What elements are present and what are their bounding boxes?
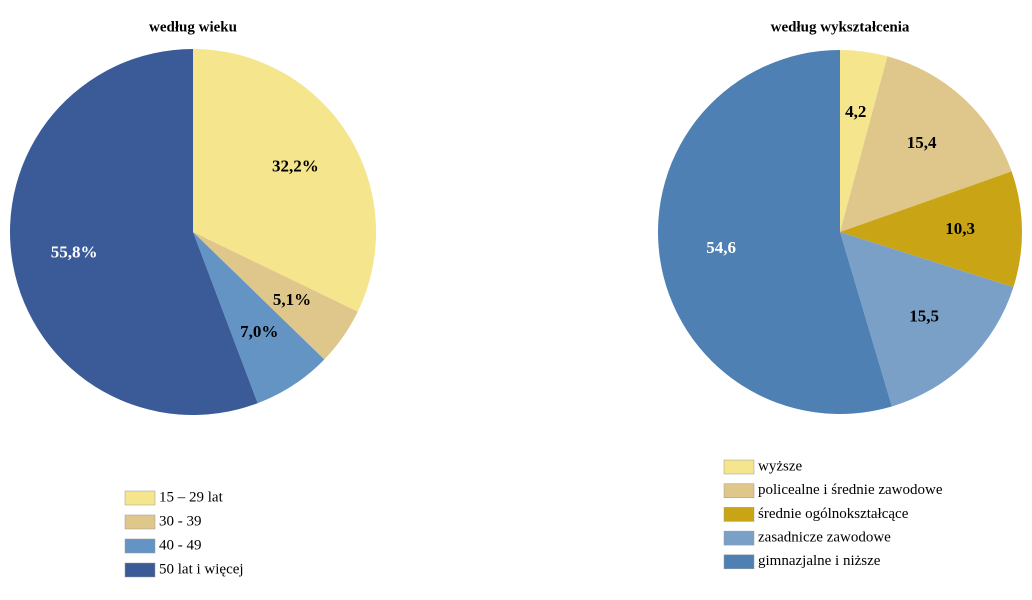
legend-label: 40 - 49 <box>159 537 202 553</box>
legend-swatch <box>723 554 755 570</box>
pie-slice <box>193 49 376 312</box>
pie-slice <box>658 50 892 414</box>
pie-slice <box>193 232 358 360</box>
chart-title: według wieku <box>149 19 237 35</box>
legend-label: 50 lat i więcej <box>159 561 244 577</box>
pie-slice <box>840 50 888 232</box>
data-label: 5,1% <box>273 290 311 309</box>
legend-swatch <box>723 530 755 546</box>
legend-label: 15 – 29 lat <box>159 489 224 505</box>
legend-label: średnie ogólnokształcące <box>758 506 909 522</box>
legend-swatch <box>124 538 156 554</box>
data-label: 7,0% <box>240 322 278 341</box>
legend-swatch <box>124 562 156 578</box>
pie-slice <box>9 49 258 416</box>
data-label: 15,4 <box>907 133 937 152</box>
pie-slice <box>193 232 325 404</box>
legend-label: 30 - 39 <box>159 513 202 529</box>
pie-slice <box>840 56 1012 233</box>
data-label: 4,2 <box>845 102 866 121</box>
legend-label: wyższe <box>758 458 802 474</box>
legend-swatch <box>723 507 755 522</box>
legend-label: policealne i średnie zawodowe <box>758 482 943 498</box>
data-label: 54,6 <box>706 238 736 257</box>
legend-label: gimnazjalne i niższe <box>758 553 881 569</box>
chart-title: według wykształcenia <box>771 19 910 35</box>
legend-swatch <box>124 514 156 530</box>
pie-slice <box>840 232 1014 407</box>
legend-swatch <box>124 490 156 506</box>
data-label: 32,2% <box>272 157 319 176</box>
pie-slice <box>840 171 1022 288</box>
data-label: 15,5 <box>909 307 939 326</box>
data-label: 55,8% <box>51 243 98 262</box>
legend-swatch <box>723 483 755 498</box>
data-label: 10,3 <box>945 219 975 238</box>
legend-label: zasadnicze zawodowe <box>758 530 891 546</box>
legend-swatch <box>723 459 755 475</box>
